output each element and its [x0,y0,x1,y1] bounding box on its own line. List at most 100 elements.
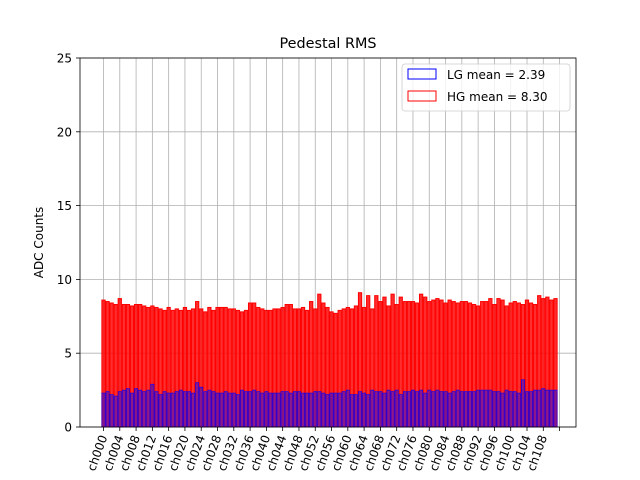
bar [146,389,151,428]
bar [529,391,533,428]
bar [134,388,139,428]
bar [183,391,187,428]
bar [443,391,448,428]
legend-swatch-hg [407,90,437,102]
bar [427,389,432,428]
bar [370,389,375,428]
bar [463,391,468,428]
bar [321,392,326,428]
bar [492,391,497,428]
bar [512,391,517,428]
bar [207,389,212,428]
bar [520,379,525,428]
bar [362,392,367,428]
bar [223,391,228,428]
legend-label-lg: LG mean = 2.39 [447,68,545,82]
y-axis-label: ADC Counts [32,207,46,279]
bar [166,392,171,428]
bar [109,394,114,428]
bar [468,391,472,428]
bar [447,392,452,428]
bar [288,392,293,428]
bar [292,391,297,428]
legend-label-hg: HG mean = 8.30 [447,90,548,104]
bar [227,392,232,428]
bar [231,392,236,428]
bar [406,391,411,428]
bar [411,389,415,428]
bar [525,391,529,428]
bar [280,391,285,428]
bar [439,391,444,428]
bar [138,389,143,428]
bar [480,389,485,428]
bar [366,394,371,428]
y-tick-label: 5 [64,347,72,361]
bar [345,389,350,428]
bar [431,391,436,428]
bar [549,389,554,428]
bar [541,388,546,428]
bar [195,382,200,428]
bar [545,389,550,428]
bar [105,391,110,428]
bar [325,394,330,428]
bar [508,391,513,428]
bar [248,391,253,428]
bar [178,389,183,428]
legend-frame [401,63,571,112]
bar [276,392,281,428]
bar [297,391,301,428]
bar [203,391,208,428]
bar [516,392,521,428]
bar [533,389,538,428]
bar [260,392,265,428]
bar [211,391,216,428]
bar [451,391,456,428]
axes-frame [79,57,577,428]
bar [317,391,322,428]
bar [419,389,424,428]
bar [158,394,163,428]
bar [252,389,257,428]
bar [553,389,558,428]
bar [472,391,476,428]
bar [215,392,220,428]
bar [174,391,179,428]
bar [244,391,248,428]
bar [121,389,126,428]
bar [301,392,305,428]
bar [235,394,240,428]
bar [398,394,403,428]
bar [170,392,175,428]
bar [154,391,159,428]
bar [394,389,399,428]
y-tick-label: 20 [57,125,72,139]
bar [113,395,118,428]
legend: LG mean = 2.39 HG mean = 8.30 [401,63,571,112]
legend-swatch-lg [407,68,437,80]
bar [402,391,407,428]
bar [240,389,244,428]
bar [117,391,122,428]
bar [349,394,354,428]
bar [162,391,167,428]
bar [313,391,318,428]
bar [126,388,130,428]
bar [504,389,509,428]
bar [415,391,419,428]
bar [374,391,379,428]
bar [476,389,481,428]
bar [484,389,489,428]
bar [309,392,314,428]
bar [390,391,395,428]
bar [256,391,261,428]
bar [142,391,147,428]
bar [496,391,501,428]
y-tick-label: 10 [57,273,72,287]
bar [101,392,106,428]
bar [329,392,334,428]
bar [264,391,269,428]
bar [435,389,440,428]
